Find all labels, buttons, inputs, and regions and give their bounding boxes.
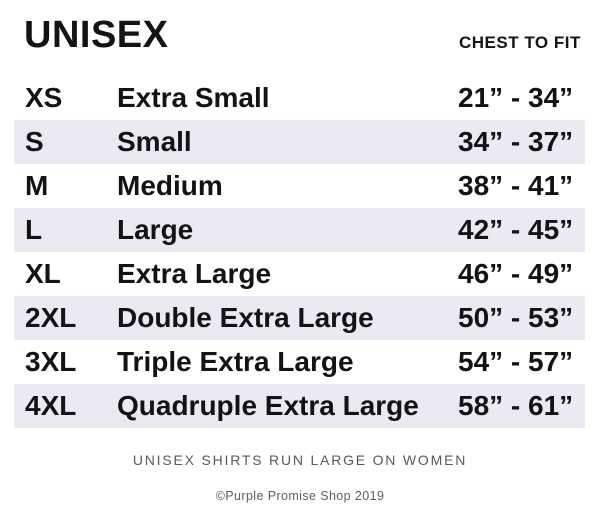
size-code: 3XL [25,346,77,377]
table-row-2xl: 2XL Double Extra Large 50” - 53” [14,296,585,340]
chest-range: 21” - 34” [458,82,574,113]
size-code: XS [25,82,63,113]
table-row-m: M Medium 38” - 41” [14,164,585,208]
size-code: XL [25,258,61,289]
table-row-xs: XS Extra Small 21” - 34” [14,76,585,120]
chest-range: 50” - 53” [458,302,574,333]
chest-to-fit-column-header: CHEST TO FIT [459,33,581,52]
size-name: Double Extra Large [117,302,374,333]
size-name: Extra Large [117,258,272,289]
table-row-4xl: 4XL Quadruple Extra Large 58” - 61” [14,384,585,428]
chest-range: 54” - 57” [458,346,574,377]
size-code: 2XL [25,302,77,333]
table-row-s: S Small 34” - 37” [14,120,585,164]
size-name: Small [117,126,192,157]
size-name: Extra Small [117,82,270,113]
size-chart-table: XS Extra Small 21” - 34” S Small 34” - 3… [14,76,585,428]
chest-range: 42” - 45” [458,214,574,245]
size-code: L [25,214,43,245]
size-name: Triple Extra Large [117,346,354,377]
chest-range: 34” - 37” [458,126,574,157]
page-title: UNISEX [24,14,169,56]
table-row-xl: XL Extra Large 46” - 49” [14,252,585,296]
chest-range: 38” - 41” [458,170,574,201]
size-name: Large [117,214,194,245]
copyright-text: ©Purple Promise Shop 2019 [215,489,385,503]
size-code: M [25,170,49,201]
table-row-l: L Large 42” - 45” [14,208,585,252]
chest-range: 46” - 49” [458,258,574,289]
fit-note: UNISEX SHIRTS RUN LARGE ON WOMEN [132,452,468,468]
chest-range: 58” - 61” [458,390,574,421]
size-code: 4XL [25,390,77,421]
size-name: Quadruple Extra Large [117,390,419,421]
size-code: S [25,126,44,157]
size-name: Medium [117,170,223,201]
table-row-3xl: 3XL Triple Extra Large 54” - 57” [14,340,585,384]
